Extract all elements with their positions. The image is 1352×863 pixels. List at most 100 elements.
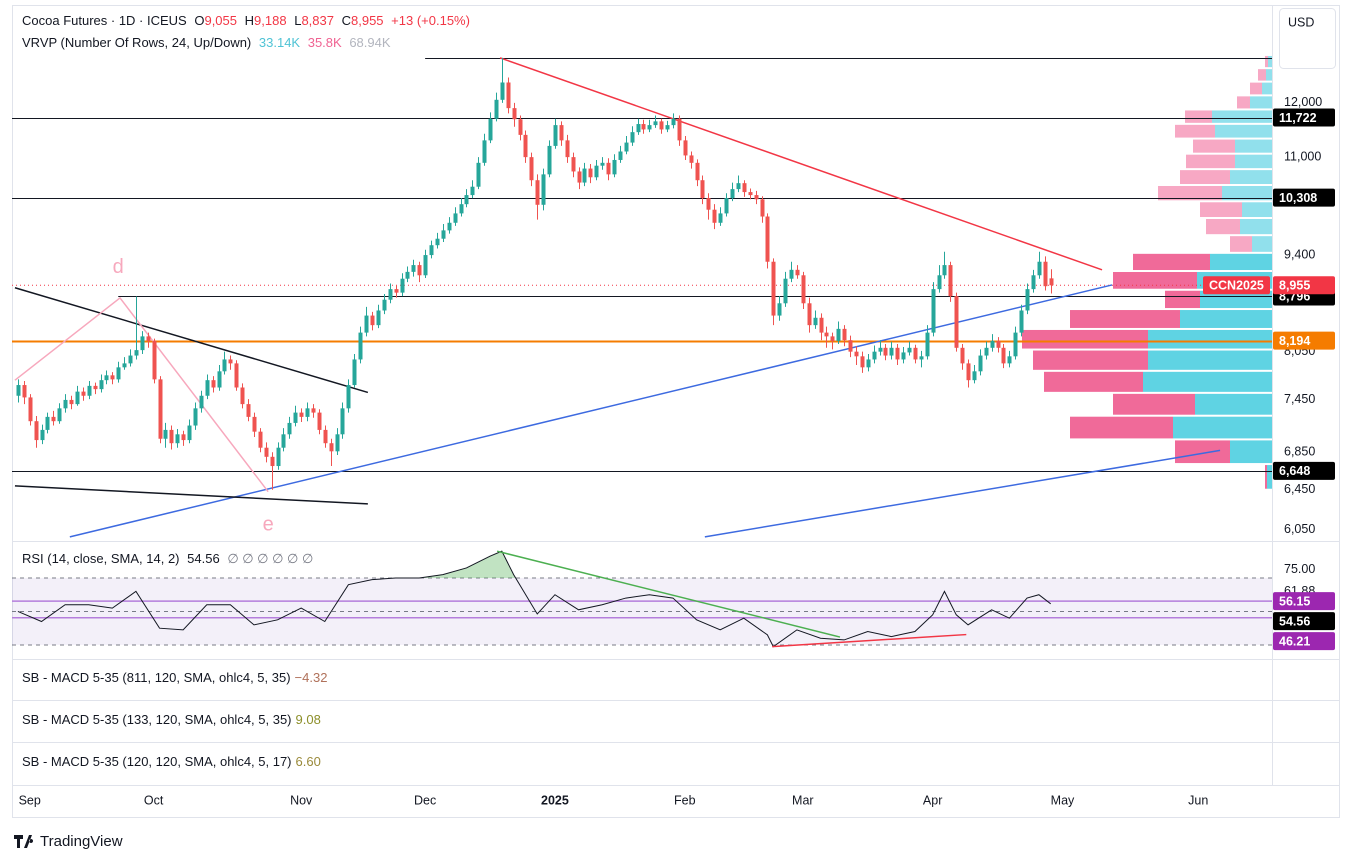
candle-body	[789, 269, 794, 279]
rsi-value: 54.56	[187, 551, 220, 566]
candle-body	[618, 151, 623, 160]
vrvp-down	[1185, 110, 1212, 123]
candle-body	[488, 118, 493, 141]
vrvp-down	[1193, 139, 1235, 153]
x-tick-label: Sep	[19, 793, 41, 807]
vrvp-up	[1210, 253, 1272, 271]
candle-body	[152, 340, 157, 380]
candle-body	[819, 317, 824, 333]
candle-body	[760, 199, 765, 217]
candle-body	[104, 375, 109, 381]
candle-body	[948, 265, 953, 297]
macd-header: SB - MACD 5-35 (811, 120, SMA, ohlc4, 5,…	[22, 670, 331, 685]
candle-body	[500, 82, 505, 100]
candle-body	[883, 347, 888, 356]
trend-line	[496, 550, 841, 638]
candle-body	[22, 385, 27, 398]
candle-body	[252, 416, 257, 432]
trend-line	[14, 485, 368, 505]
candle-body	[299, 412, 304, 417]
candle-body	[476, 162, 481, 187]
level-label-box	[1273, 108, 1335, 127]
currency-box[interactable]	[1279, 8, 1336, 69]
symbol-tag: CCN2025	[1209, 279, 1264, 293]
candle-body	[630, 132, 635, 143]
rsi-tick-label: 75.00	[1284, 562, 1315, 576]
candle-body	[1001, 347, 1006, 364]
candle-body	[571, 157, 576, 172]
rsi-header: RSI (14, close, SMA, 14, 2) 54.56 ∅ ∅ ∅ …	[22, 551, 317, 567]
candle-body	[990, 340, 995, 348]
vrvp-up	[1173, 416, 1272, 439]
vrvp-down	[1175, 440, 1230, 464]
candle-body	[128, 355, 133, 364]
candle-body	[57, 408, 62, 422]
vrvp-up	[1250, 96, 1272, 109]
candle-body	[565, 140, 570, 158]
rsi-label-box	[1273, 592, 1335, 611]
candle-body	[665, 125, 670, 130]
candle-body	[122, 363, 127, 368]
candle-body	[376, 310, 381, 326]
candle-body	[588, 168, 593, 178]
candle-body	[925, 332, 930, 357]
candle-body	[807, 303, 812, 326]
trend-line	[14, 287, 369, 394]
vrvp-down	[1022, 329, 1148, 349]
candle-body	[795, 269, 800, 276]
vrvp-down	[1265, 55, 1268, 68]
candle-body	[211, 380, 216, 388]
macd-value: 6.60	[295, 754, 321, 769]
candle-body	[695, 162, 700, 181]
vrvp-down	[1113, 393, 1195, 415]
candle-body	[866, 359, 871, 368]
candle-body	[506, 82, 511, 109]
vrvp-down	[1033, 350, 1148, 370]
vrvp-up	[1222, 186, 1272, 201]
level-label: 6,648	[1279, 464, 1310, 478]
logo-icon	[14, 835, 34, 848]
vrvp-up	[1230, 170, 1272, 185]
level-label: 10,308	[1279, 191, 1317, 205]
candle-body	[919, 356, 924, 360]
candle-body	[724, 198, 729, 214]
candle-body	[848, 340, 853, 352]
vrvp-down	[1237, 96, 1250, 109]
vrvp-up	[1148, 329, 1272, 349]
candle-body	[394, 289, 399, 293]
candle-body	[335, 434, 340, 452]
candle-body	[388, 289, 393, 300]
candle-body	[523, 134, 528, 158]
candle-body	[860, 356, 865, 368]
candle-body	[323, 429, 328, 444]
candle-body	[518, 119, 523, 135]
rsi-label-box	[1273, 612, 1335, 631]
vrvp-down	[1200, 202, 1242, 217]
candle-body	[765, 216, 770, 262]
level-label-box	[1273, 461, 1335, 480]
level-label: 8,194	[1279, 334, 1310, 348]
macd-header: SB - MACD 5-35 (120, 120, SMA, ohlc4, 5,…	[22, 754, 325, 769]
candle-body	[659, 121, 664, 130]
candle-body	[624, 142, 629, 152]
rsi-label-box	[1273, 632, 1335, 651]
candle-body	[87, 385, 92, 396]
candle-body	[978, 355, 983, 372]
candle-body	[895, 347, 900, 360]
x-tick-label: 2025	[541, 793, 569, 807]
vrvp-up	[1235, 154, 1272, 169]
x-tick-label: Jun	[1188, 793, 1208, 807]
candle-body	[464, 195, 469, 205]
candle-body	[340, 408, 345, 435]
vrvp-down	[1070, 416, 1173, 439]
candle-body	[683, 140, 688, 156]
candle-body	[193, 408, 198, 426]
candle-body	[329, 443, 334, 452]
x-tick-label: Mar	[792, 793, 814, 807]
candle-body	[482, 140, 487, 163]
x-tick-label: May	[1051, 793, 1075, 807]
vrvp-down	[1186, 154, 1235, 169]
ohlc-key: C	[341, 13, 351, 28]
